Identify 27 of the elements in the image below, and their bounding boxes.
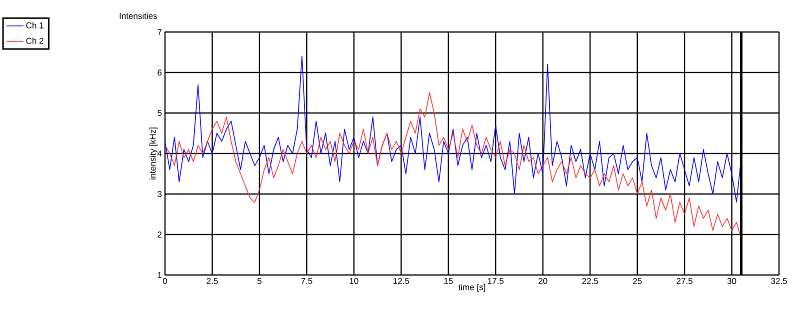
- y-axis-title: intensity [kHz]: [149, 128, 158, 180]
- x-tick-label: 17.5: [488, 278, 504, 284]
- y-tick-label: 7: [158, 29, 162, 35]
- x-tick-label: 2.5: [206, 278, 218, 284]
- x-tick-label: 27.5: [676, 278, 692, 284]
- y-tick-label: 1: [158, 272, 162, 278]
- y-tick-label: 6: [158, 69, 162, 76]
- y-tick-label: 4: [157, 150, 162, 156]
- x-tick-label: 12.5: [394, 278, 410, 284]
- x-tick-label: 10: [350, 278, 358, 284]
- x-tick-label: 5: [257, 278, 262, 284]
- y-tick-label: 5: [158, 110, 162, 116]
- x-axis-title: time [s]: [458, 284, 486, 292]
- x-tick-label: 15: [444, 278, 453, 284]
- line-series: [165, 56, 742, 202]
- x-tick-label: 7.5: [301, 278, 312, 284]
- x-tick-label: 25: [633, 278, 642, 284]
- x-tick-label: 32.5: [771, 278, 787, 284]
- y-tick-label: 2: [158, 232, 162, 238]
- x-tick-label: 20: [538, 278, 548, 284]
- x-tick-label: 0: [162, 278, 168, 284]
- x-tick-label: 30: [727, 278, 736, 284]
- legend-label: Ch 2: [26, 38, 44, 44]
- x-tick-label: 22.5: [582, 278, 598, 284]
- legend-label: Ch 1: [26, 22, 44, 28]
- chart-title: Intensities: [120, 12, 157, 19]
- y-tick-label: 3: [158, 190, 162, 198]
